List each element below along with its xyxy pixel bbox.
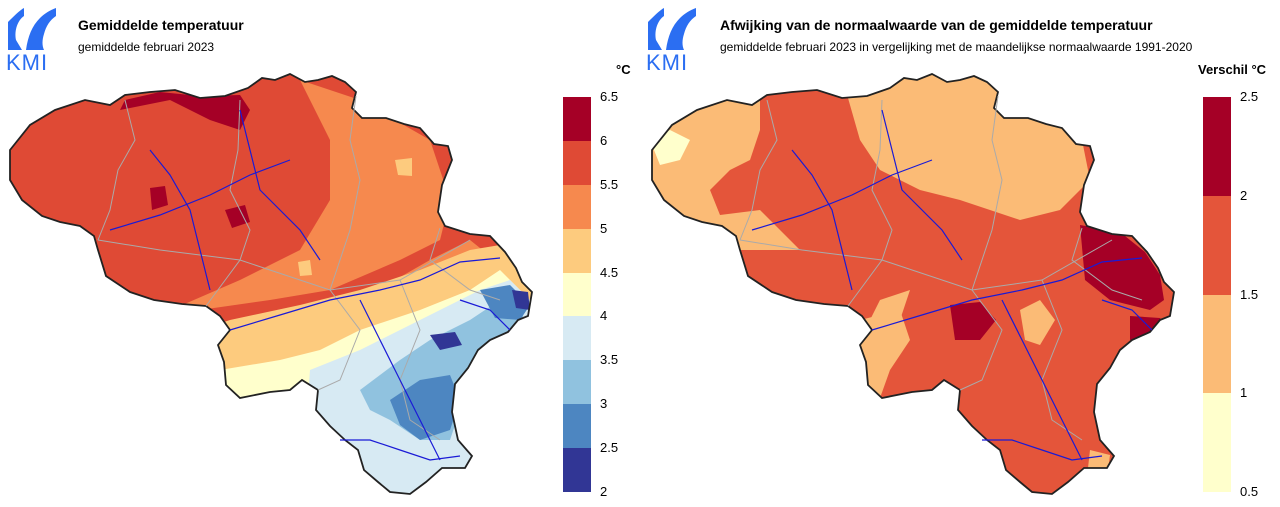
rivers — [751, 109, 1153, 461]
legend-tick-label: 2 — [1240, 187, 1248, 203]
map-title: Afwijking van de normaalwaarde van de ge… — [720, 17, 1153, 33]
kmi-logo-text: KMI — [646, 50, 689, 75]
map-subtitle: gemiddelde februari 2023 in vergelijking… — [720, 40, 1193, 54]
legend-tick-label: 3 — [600, 396, 608, 412]
legend-tick-label: 3.5 — [600, 352, 619, 368]
legend-color-bin — [1203, 97, 1231, 196]
legend-color-bin — [1203, 393, 1231, 493]
legend-tick-label: 2 — [600, 484, 608, 499]
belgium-anomaly-map — [651, 73, 1175, 495]
legend-color-bin — [563, 140, 591, 185]
legend-tick-label: 6 — [600, 132, 608, 148]
legend-color-bin — [563, 360, 591, 405]
legend-tick-label: 4.5 — [600, 264, 619, 280]
legend-tick-label: 5.5 — [600, 176, 619, 192]
legend-color-bin — [1203, 195, 1231, 295]
legend-color-bin — [563, 316, 591, 361]
legend-tick-label: 5 — [600, 220, 608, 236]
legend-unit: °C — [616, 62, 631, 77]
temperature-fill — [10, 74, 532, 494]
map-title: Gemiddelde temperatuur — [78, 17, 244, 33]
legend-tick-label: 4 — [600, 308, 608, 324]
rivers — [109, 109, 511, 461]
legend-color-bin — [563, 184, 591, 229]
kmi-logo-mark — [648, 8, 696, 50]
kmi-logo: KMI — [646, 6, 698, 74]
legend-color-bin — [563, 404, 591, 449]
map-subtitle: gemiddelde februari 2023 — [78, 40, 215, 54]
province-boundaries — [97, 95, 501, 441]
legend-tick-label: 0.5 — [1240, 484, 1259, 499]
anomaly-fill — [652, 74, 1174, 494]
legend-unit: Verschil °C — [1198, 62, 1267, 77]
kmi-logo: KMI — [6, 6, 58, 74]
legend-color-bin — [563, 272, 591, 317]
legend-tick-label: 1 — [1240, 385, 1248, 401]
belgium-border — [651, 73, 1175, 495]
legend-color-bin — [563, 97, 591, 141]
temperature-anomaly-map-panel: KMI Afwijking van de normaalwaarde van d… — [640, 0, 1280, 507]
belgium-border — [9, 73, 533, 495]
color-legend: 6.5 6 5.5 5 4.5 4 3.5 3 2.5 2 — [563, 89, 618, 499]
legend-tick-label: 2.5 — [600, 440, 619, 456]
kmi-logo-mark — [8, 8, 56, 50]
legend-tick-label: 1.5 — [1240, 286, 1259, 302]
legend-color-bin — [1203, 294, 1231, 394]
province-boundaries — [739, 95, 1143, 441]
legend-color-bin — [563, 228, 591, 273]
legend-tick-label: 2.5 — [1240, 89, 1259, 104]
belgium-temperature-map — [9, 73, 533, 495]
kmi-logo-text: KMI — [6, 50, 49, 75]
legend-tick-label: 6.5 — [600, 89, 619, 104]
color-legend: 2.5 2 1.5 1 0.5 — [1203, 89, 1258, 499]
legend-color-bin — [563, 448, 591, 493]
mean-temperature-map-panel: KMI Gemiddelde temperatuur gemiddelde fe… — [6, 6, 631, 499]
